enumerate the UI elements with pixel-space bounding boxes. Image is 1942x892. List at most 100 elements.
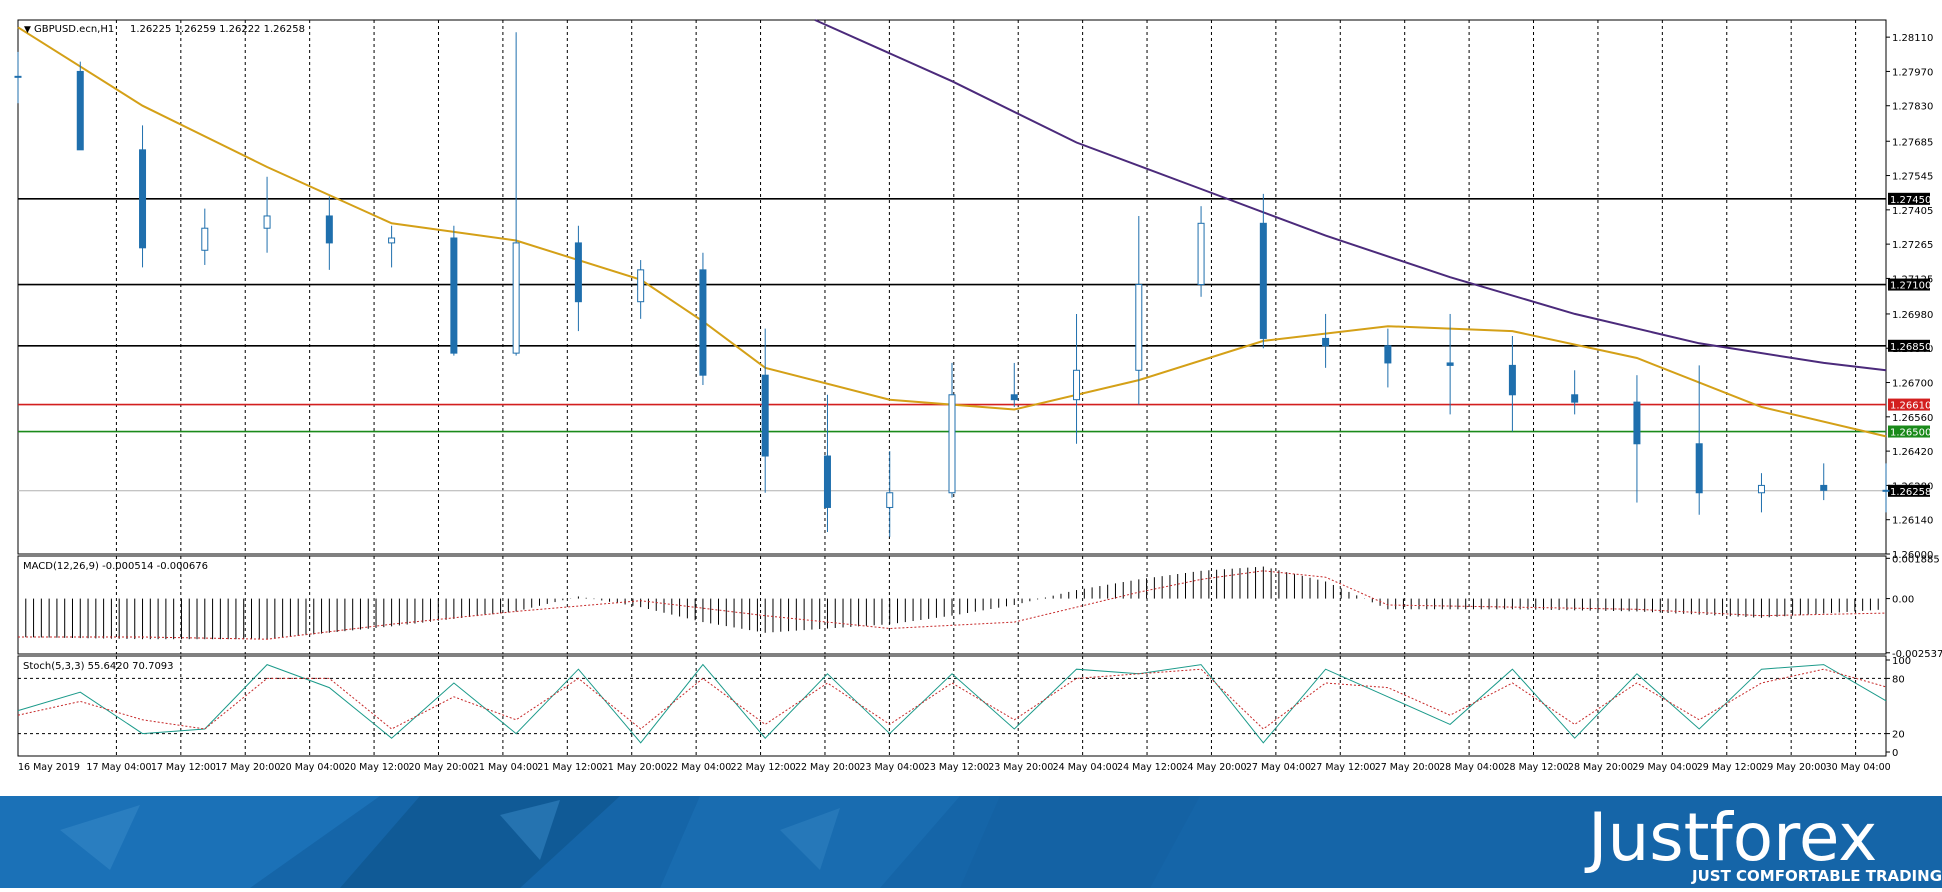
x-axis-label: 30 May 04:00 [1826, 762, 1891, 773]
candle-body [823, 455, 831, 508]
brand-logo: Justforex [1584, 799, 1877, 876]
x-axis-label: 16 May 2019 [18, 762, 80, 773]
last-price-label-bg [1888, 484, 1930, 497]
x-axis-label: 22 May 12:00 [731, 762, 796, 773]
svg-text:▼: ▼ [24, 25, 31, 35]
price-tick-label: 1.28110 [1892, 33, 1933, 44]
x-axis-label: 27 May 12:00 [1310, 762, 1375, 773]
x-axis-label: 29 May 12:00 [1697, 762, 1762, 773]
stoch-tick-label: 80 [1892, 674, 1905, 685]
price-tick-label: 1.27545 [1892, 172, 1933, 183]
candle-body [14, 75, 22, 78]
brand-tagline: JUST COMFORTABLE TRADING [1691, 867, 1942, 885]
x-axis-label: 28 May 20:00 [1568, 762, 1633, 773]
candle-body [1135, 284, 1143, 371]
level-label: 1.26500 [1890, 428, 1931, 439]
price-tick-label: 1.26980 [1892, 310, 1933, 321]
candle-body [1446, 362, 1454, 366]
x-axis-label: 29 May 04:00 [1632, 762, 1697, 773]
x-axis-label: 27 May 20:00 [1375, 762, 1440, 773]
candle-body [450, 237, 458, 354]
candle-body [574, 242, 582, 303]
stoch-panel [17, 655, 1887, 757]
stoch-tick-label: 20 [1892, 730, 1905, 741]
level-label: 1.26850 [1890, 342, 1931, 353]
chart-ohlc: 1.26225 1.26259 1.26222 1.26258 [130, 24, 305, 35]
x-axis-label: 21 May 20:00 [602, 762, 667, 773]
macd-tick-label: 0.001885 [1892, 554, 1940, 565]
candle-body [699, 269, 707, 376]
price-tick-label: 1.27970 [1892, 67, 1933, 78]
candle-body [1571, 394, 1579, 403]
candle-body [325, 215, 333, 244]
x-axis-label: 22 May 20:00 [795, 762, 860, 773]
moving-average-line [17, 26, 1887, 438]
candle-body [139, 149, 147, 249]
x-axis-label: 17 May 04:00 [86, 762, 151, 773]
x-axis-label: 20 May 12:00 [344, 762, 409, 773]
level-label: 1.26610 [1890, 401, 1931, 412]
price-tick-label: 1.27265 [1892, 240, 1933, 251]
candle-body [1259, 222, 1267, 339]
x-axis-label: 24 May 20:00 [1181, 762, 1246, 773]
candle-body [1073, 369, 1081, 401]
x-axis-label: 28 May 04:00 [1439, 762, 1504, 773]
candle-body [637, 269, 645, 303]
macd-title: MACD(12,26,9) -0.000514 -0.000676 [23, 561, 208, 572]
level-label: 1.27100 [1890, 281, 1931, 292]
candle-body [388, 237, 396, 244]
level-label-bg [1888, 425, 1930, 438]
x-axis-label: 23 May 04:00 [859, 762, 924, 773]
candle-body [201, 227, 209, 251]
candle-body [1882, 489, 1890, 492]
x-axis-label: 23 May 12:00 [924, 762, 989, 773]
stoch-main-line [17, 663, 1887, 744]
price-tick-label: 1.26560 [1892, 413, 1933, 424]
candle-body [948, 394, 956, 494]
price-tick-label: 1.26700 [1892, 379, 1933, 390]
x-axis-label: 20 May 04:00 [280, 762, 345, 773]
candle-body [1322, 337, 1330, 347]
x-axis-label: 21 May 04:00 [473, 762, 538, 773]
x-axis-label: 24 May 04:00 [1053, 762, 1118, 773]
candle-body [1757, 484, 1765, 494]
x-axis-label: 27 May 04:00 [1246, 762, 1311, 773]
candle-body [76, 70, 84, 151]
x-axis-label: 17 May 20:00 [215, 762, 280, 773]
price-panel [17, 19, 1887, 555]
chart-symbol: GBPUSD.ecn,H1 [34, 24, 114, 35]
x-axis-label: 17 May 12:00 [151, 762, 216, 773]
x-axis-label: 23 May 20:00 [988, 762, 1053, 773]
price-tick-label: 1.26420 [1892, 447, 1933, 458]
candle-body [512, 242, 520, 354]
level-label-bg [1888, 339, 1930, 352]
level-label-bg [1888, 278, 1930, 291]
candle-body [886, 492, 894, 508]
price-tick-label: 1.27685 [1892, 137, 1933, 148]
candle-body [1197, 222, 1205, 286]
candle-body [1633, 401, 1641, 445]
level-label-bg [1888, 192, 1930, 205]
price-tick-label: 1.26140 [1892, 516, 1933, 527]
candle-body [1010, 394, 1018, 401]
banner: Justforex JUST COMFORTABLE TRADING [0, 796, 1942, 888]
price-tick-label: 1.26000 [1892, 550, 1933, 561]
candle-body [1820, 484, 1828, 491]
candle-body [1508, 364, 1516, 396]
moving-average-line [814, 19, 1887, 372]
candle-body [1384, 345, 1392, 364]
stoch-title: Stoch(5,3,3) 55.6420 70.7093 [23, 661, 174, 672]
x-axis-label: 22 May 04:00 [666, 762, 731, 773]
x-axis-label: 21 May 12:00 [537, 762, 602, 773]
candle-body [1695, 443, 1703, 494]
level-label: 1.27450 [1890, 195, 1931, 206]
macd-tick-label: -0.002537 [1892, 649, 1942, 660]
vertical-grid [115, 20, 1857, 756]
stoch-tick-label: 100 [1892, 656, 1911, 667]
x-axis-label: 29 May 20:00 [1761, 762, 1826, 773]
macd-signal-line [18, 570, 1887, 640]
x-axis-label: 28 May 12:00 [1504, 762, 1569, 773]
stoch-tick-label: 0 [1892, 748, 1898, 759]
